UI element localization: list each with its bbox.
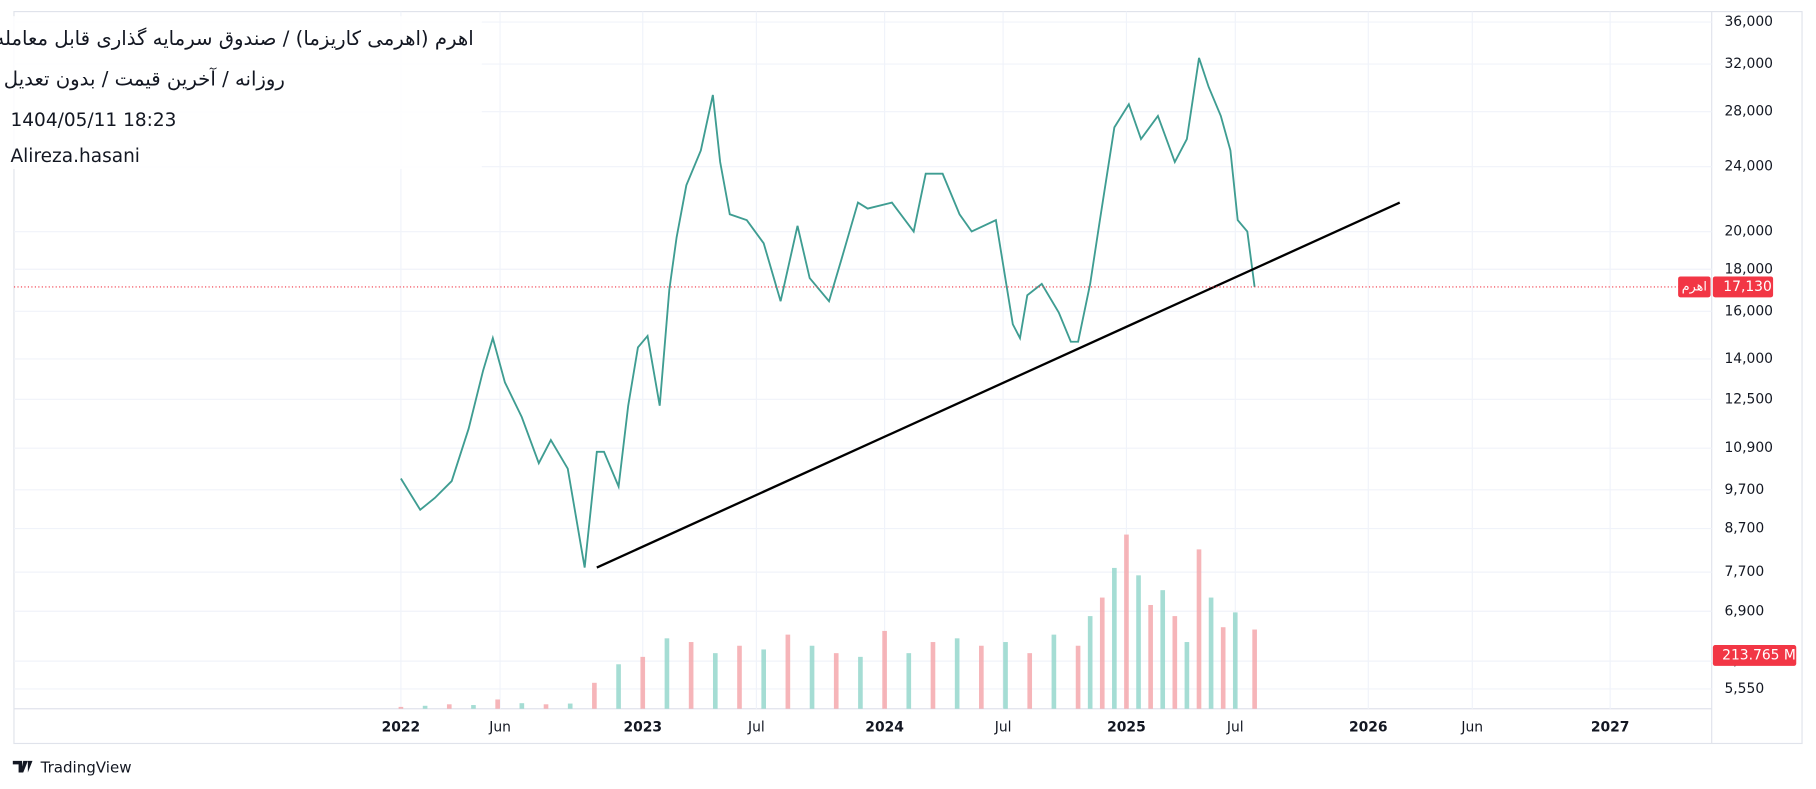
volume-bar bbox=[1232, 612, 1238, 709]
last-volume-badge bbox=[1712, 645, 1797, 666]
volume-bar bbox=[1208, 597, 1214, 709]
price-line bbox=[400, 57, 1256, 568]
y-tick-label: 24,000 bbox=[1724, 159, 1773, 175]
volume-bar bbox=[1196, 549, 1202, 709]
volume-bar bbox=[471, 705, 476, 709]
volume-bar bbox=[906, 653, 912, 709]
y-tick-label: 18,000 bbox=[1724, 261, 1773, 277]
volume-bar bbox=[1160, 590, 1166, 709]
last-volume-label: 213.765 M bbox=[1722, 647, 1796, 663]
last-price-label: 17,130 bbox=[1723, 279, 1772, 295]
volume-bar bbox=[543, 704, 549, 709]
symbol-badge bbox=[1678, 276, 1711, 298]
volume-bar bbox=[930, 642, 936, 709]
volume-bar bbox=[737, 645, 742, 709]
trend-line bbox=[596, 201, 1401, 569]
grid bbox=[13, 11, 1712, 709]
y-tick-label: 8,700 bbox=[1724, 521, 1764, 537]
y-tick-label: 9,700 bbox=[1724, 482, 1764, 498]
y-tick-label: 36,000 bbox=[1724, 14, 1773, 30]
volume-bar bbox=[882, 630, 887, 709]
brand-logo: TradingView bbox=[12, 758, 132, 776]
volume-bar bbox=[1220, 627, 1226, 709]
y-tick-label: 20,000 bbox=[1724, 224, 1773, 240]
author: Alireza.hasani bbox=[10, 146, 139, 167]
y-tick-label: 7,700 bbox=[1724, 564, 1764, 580]
volume-bar bbox=[398, 706, 404, 709]
volume-bar bbox=[688, 642, 694, 709]
y-tick-label: 6,900 bbox=[1724, 603, 1764, 619]
volume-bar bbox=[1075, 645, 1081, 709]
volume-bar bbox=[833, 653, 839, 709]
x-tick-label: 2027 bbox=[1591, 719, 1630, 735]
volume-bar bbox=[979, 645, 984, 709]
volume-bar bbox=[761, 649, 766, 709]
volume-bar bbox=[640, 656, 646, 709]
timestamp: 1404/05/11 18:23 bbox=[10, 110, 176, 131]
volume-bar bbox=[1172, 616, 1178, 709]
volume-bar bbox=[592, 682, 597, 709]
chart-subtitle: روزانه / آخرین قیمت / بدون تعدیل bbox=[4, 66, 285, 90]
x-tick-label: 2022 bbox=[382, 719, 421, 735]
volume-bar bbox=[1184, 642, 1190, 709]
volume-bar bbox=[616, 664, 621, 709]
x-tick-label: 2024 bbox=[865, 719, 904, 735]
x-tick-label: 2026 bbox=[1349, 719, 1388, 735]
brand-name: TradingView bbox=[40, 758, 132, 776]
x-tick-label: Jul bbox=[994, 719, 1012, 735]
logo-mark bbox=[12, 760, 33, 773]
chart-frame bbox=[13, 11, 1803, 745]
price-pane bbox=[13, 57, 1712, 569]
y-tick-label: 10,900 bbox=[1724, 440, 1773, 456]
x-tick-label: Jun bbox=[1460, 719, 1483, 735]
volume-bar bbox=[422, 705, 428, 709]
volume-bar bbox=[1087, 616, 1093, 709]
y-tick-label: 16,000 bbox=[1724, 303, 1773, 319]
y-tick-label: 12,500 bbox=[1724, 391, 1773, 407]
volume-bar bbox=[712, 653, 718, 709]
axes: 36,000 32,000 28,000 24,000 20,000 18,000 16,0… bbox=[382, 14, 1797, 735]
legend-backdrop bbox=[7, 16, 482, 170]
y-tick-label: 5,550 bbox=[1724, 681, 1764, 697]
x-tick-label: Jun bbox=[488, 719, 511, 735]
y-tick-label: 14,000 bbox=[1724, 351, 1773, 367]
volume-bar bbox=[664, 638, 670, 709]
volume-bar bbox=[785, 634, 791, 709]
volume-bar bbox=[1027, 653, 1033, 709]
x-tick-label: Jul bbox=[1226, 719, 1244, 735]
volume-bar bbox=[1051, 634, 1057, 709]
volume-bar bbox=[567, 703, 573, 709]
volume-bar bbox=[809, 645, 815, 709]
volume-bar bbox=[1099, 597, 1105, 709]
volume-bar bbox=[1003, 642, 1008, 709]
last-price-badge bbox=[1712, 276, 1774, 298]
volume-bar bbox=[1136, 575, 1141, 709]
volume-pane bbox=[398, 534, 1257, 709]
x-tick-label: 2025 bbox=[1107, 719, 1146, 735]
y-tick-label: 28,000 bbox=[1724, 104, 1773, 120]
volume-bar bbox=[519, 703, 525, 709]
x-tick-label: Jul bbox=[747, 719, 765, 735]
volume-bar bbox=[495, 699, 500, 709]
volume-bar bbox=[954, 638, 960, 709]
volume-bar bbox=[1112, 567, 1117, 709]
volume-bar bbox=[858, 656, 863, 709]
volume-bar bbox=[446, 704, 452, 709]
volume-bar bbox=[1252, 629, 1257, 709]
y-tick-label: 32,000 bbox=[1724, 56, 1773, 72]
volume-bar bbox=[1148, 604, 1153, 709]
volume-bar bbox=[1124, 534, 1129, 709]
chart-title: اهرم (اهرمی کاریزما) / صندوق سرمایه گذار… bbox=[0, 27, 474, 50]
symbol-label: اهرم bbox=[1682, 279, 1707, 294]
x-tick-label: 2023 bbox=[623, 719, 662, 735]
